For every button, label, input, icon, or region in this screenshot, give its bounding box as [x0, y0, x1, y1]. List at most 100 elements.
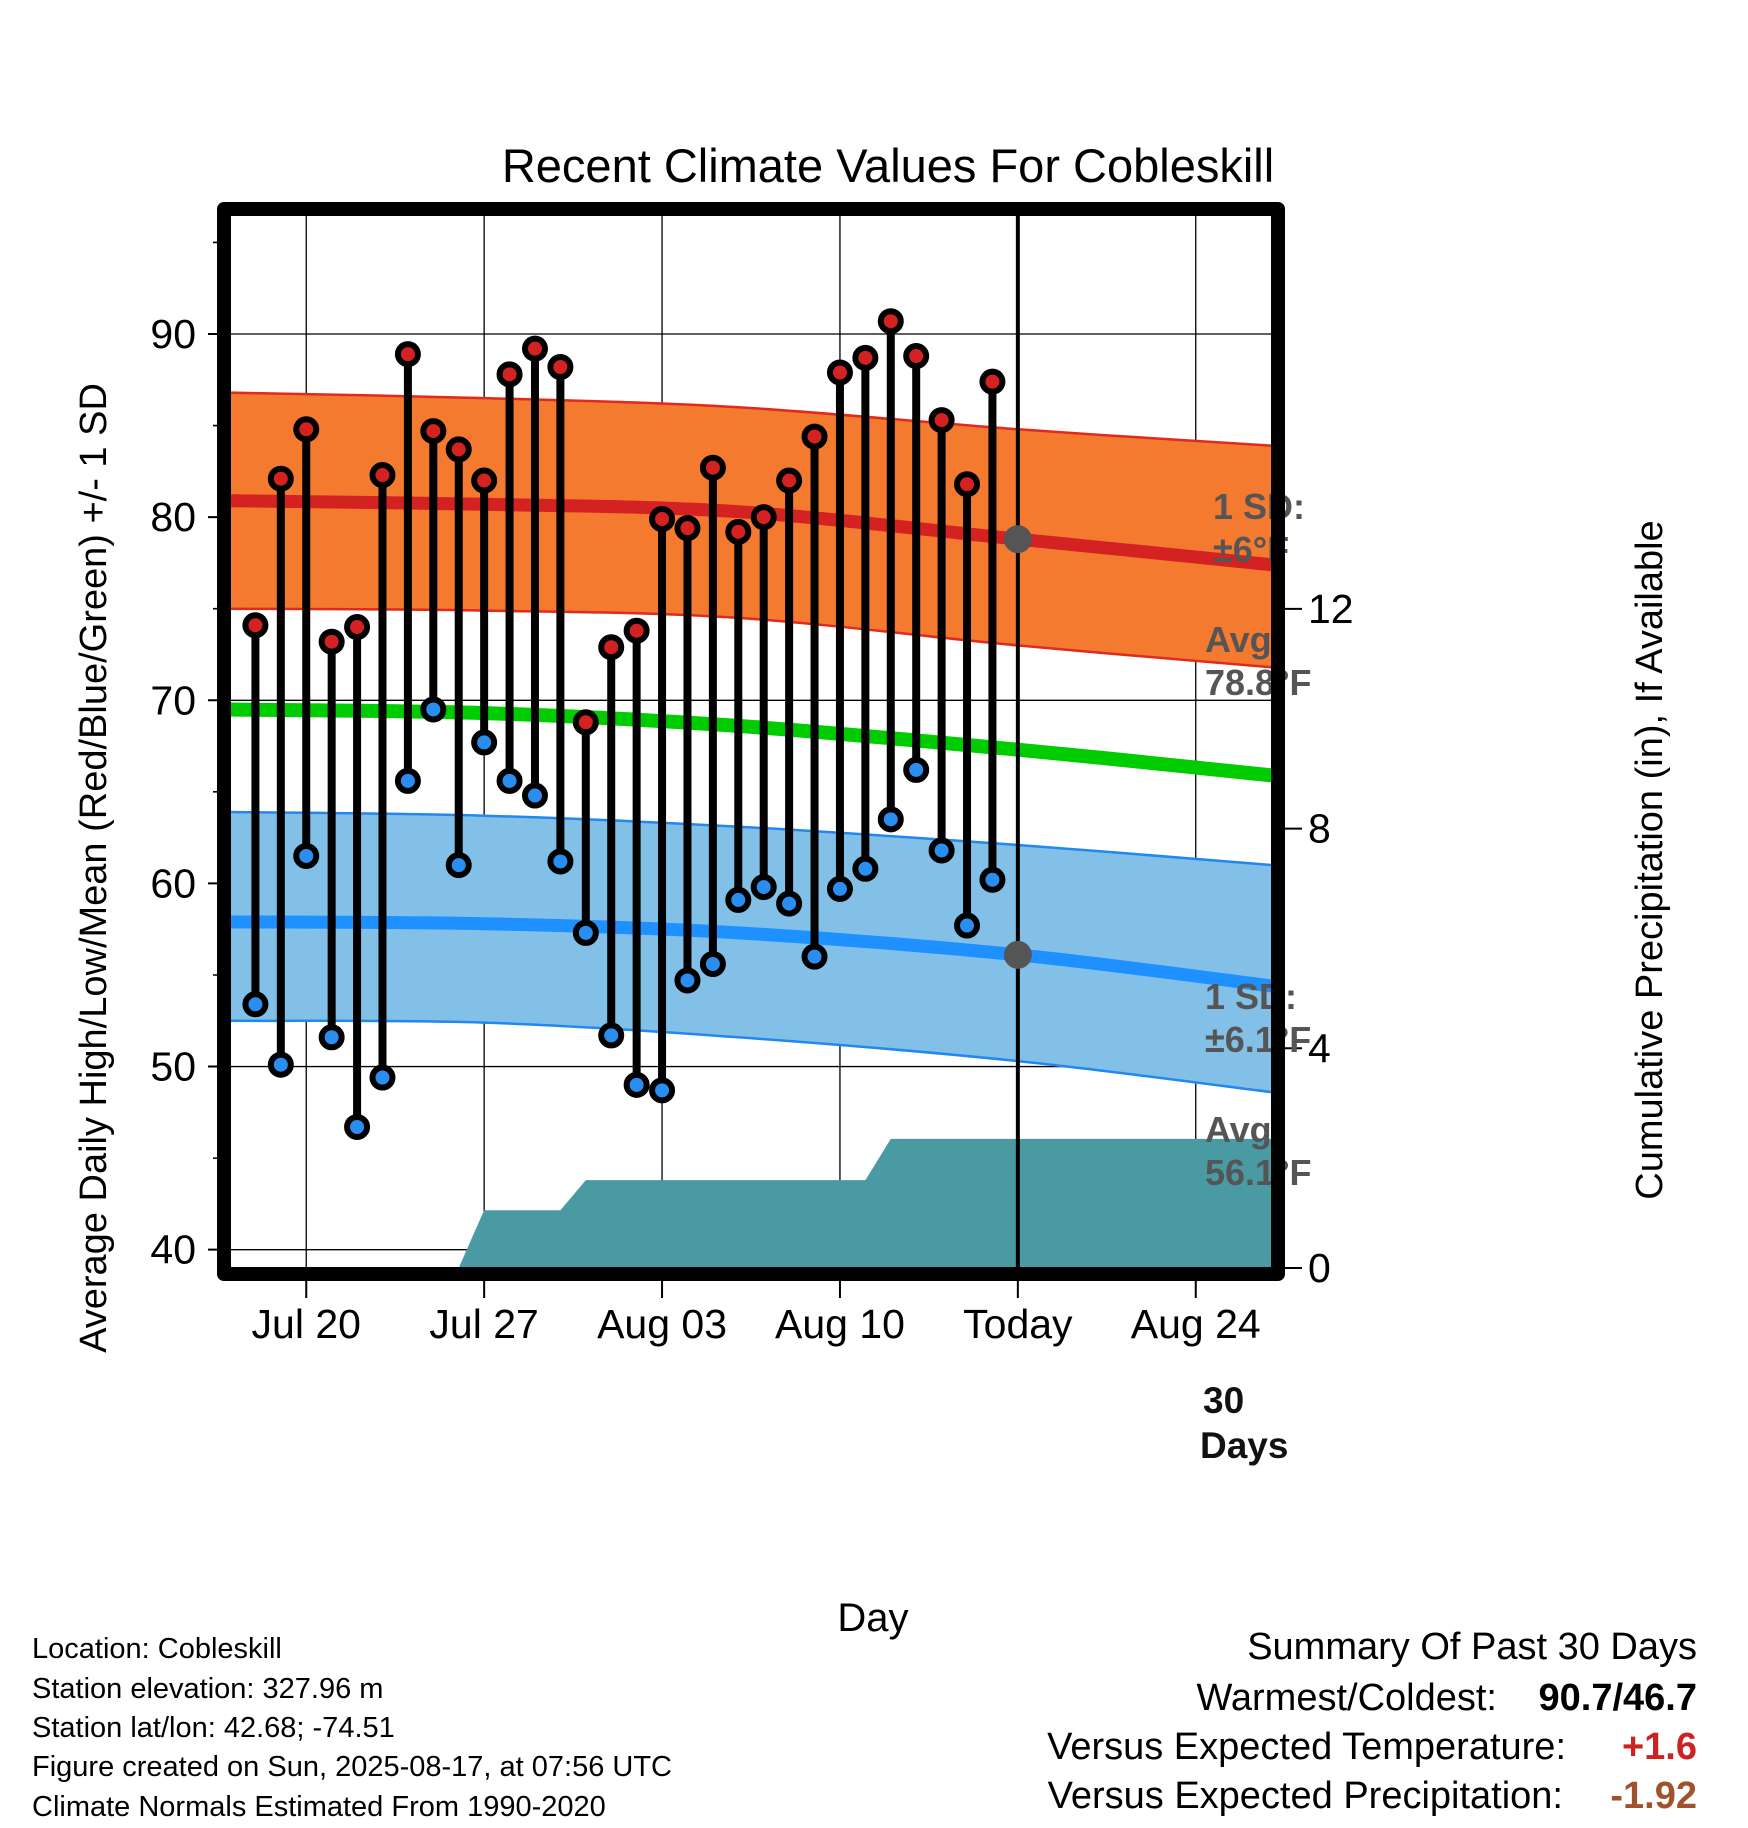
x-tick-label: Aug 03: [597, 1301, 727, 1347]
y-tick-label: 60: [150, 860, 196, 906]
low-temp-point: [979, 866, 1006, 893]
summary-panel: Summary Of Past 30 Days Warmest/Coldest:…: [1047, 1626, 1697, 1817]
info-created: Figure created on Sun, 2025-08-17, at 07…: [32, 1751, 672, 1783]
high-temp-point: [420, 418, 447, 445]
low-temp-point: [877, 806, 904, 833]
low-avg-value: 56.1°F: [1205, 1152, 1311, 1193]
x-tick-label: Jul 27: [429, 1301, 538, 1347]
low-temp-point: [572, 919, 599, 946]
precipitation-fill: [458, 1138, 1272, 1268]
plot-border: [217, 202, 1285, 1281]
precipitation-area: [458, 1138, 1272, 1268]
low-temp-point: [725, 886, 752, 913]
y-tick-label: 80: [150, 494, 196, 540]
station-info: Location: Cobleskill Station elevation: …: [32, 1633, 672, 1823]
y-tick-label: 40: [150, 1227, 196, 1273]
high-temp-point: [445, 436, 472, 463]
high-temp-point: [954, 471, 981, 498]
today-normal-high-marker: [1003, 525, 1032, 554]
y-tick-label: 50: [150, 1044, 196, 1090]
low-temp-point: [801, 943, 828, 970]
summary-heading: Summary Of Past 30 Days: [1247, 1626, 1697, 1668]
low-temp-point: [318, 1024, 345, 1051]
summary-warm-cold-label: Warmest/Coldest:: [1196, 1677, 1497, 1719]
y-tick-label: 70: [150, 677, 196, 723]
low-temp-point: [852, 855, 879, 882]
high-sd-label: 1 SD:: [1213, 486, 1305, 527]
high-temp-point: [725, 518, 752, 545]
low-sd-lower-line: [229, 1019, 1273, 1094]
high-temp-point: [318, 628, 345, 655]
summary-temp-label: Versus Expected Temperature:: [1047, 1726, 1566, 1768]
high-temp-point: [826, 359, 853, 386]
y-axis-label-right: Cumulative Precipitation (in), If Availa…: [1629, 520, 1671, 1199]
low-temp-point: [445, 852, 472, 879]
info-elevation: Station elevation: 327.96 m: [32, 1673, 383, 1705]
low-temp-point: [674, 967, 701, 994]
high-temp-point: [496, 361, 523, 388]
today-normal-low-marker: [1003, 940, 1032, 969]
high-temp-point: [598, 634, 625, 661]
chart-title: Recent Climate Values For Cobleskill: [502, 139, 1274, 192]
summary-precip-value: -1.92: [1610, 1775, 1697, 1817]
low-temp-point: [394, 767, 421, 794]
high-temp-point: [623, 617, 650, 644]
y2-tick-label: 0: [1308, 1245, 1331, 1291]
info-normals: Climate Normals Estimated From 1990-2020: [32, 1791, 606, 1823]
low-temp-point: [471, 729, 498, 756]
x-tick-label: Aug 10: [775, 1301, 905, 1347]
high-avg-label: Avg:: [1205, 619, 1284, 660]
high-temp-point: [547, 353, 574, 380]
low-temp-point: [954, 912, 981, 939]
high-sd-upper-line: [229, 391, 1273, 447]
high-temp-point: [776, 467, 803, 494]
x-tick-label: Aug 24: [1131, 1301, 1261, 1347]
days-word-label: Days: [1200, 1425, 1288, 1466]
high-temp-point: [699, 454, 726, 481]
summary-precip-label: Versus Expected Precipitation:: [1048, 1775, 1563, 1817]
high-temp-point: [852, 344, 879, 371]
low-temp-point: [699, 951, 726, 978]
high-temp-point: [344, 614, 371, 641]
low-temp-point: [776, 890, 803, 917]
low-temp-point: [750, 874, 777, 901]
low-temp-point: [420, 696, 447, 723]
observed-temperatures: [242, 308, 1006, 1140]
high-temp-point: [750, 504, 777, 531]
low-avg-label: Avg:: [1205, 1109, 1284, 1150]
low-temp-point: [547, 848, 574, 875]
y2-tick-label: 4: [1308, 1025, 1331, 1071]
low-temp-point: [826, 875, 853, 902]
normal-annotations: 1 SD: ±6°F Avg: 78.8°F 1 SD: ±6.1°F Avg:…: [1200, 486, 1311, 1466]
normal-low-line: [229, 915, 1273, 993]
high-temp-point: [267, 465, 294, 492]
high-temp-point: [649, 505, 676, 532]
low-temp-point: [369, 1064, 396, 1091]
high-temp-point: [471, 467, 498, 494]
x-tick-label: Jul 20: [252, 1301, 361, 1347]
days-count-label: 30: [1203, 1380, 1244, 1421]
summary-temp-value: +1.6: [1622, 1726, 1697, 1768]
high-temp-point: [572, 709, 599, 736]
y-axis-label-left: Average Daily High/Low/Mean (Red/Blue/Gr…: [73, 383, 115, 1353]
high-temp-point: [242, 612, 269, 639]
normal-high-line: [229, 494, 1273, 572]
high-temp-point: [877, 308, 904, 335]
high-avg-value: 78.8°F: [1205, 662, 1311, 703]
high-temp-point: [369, 462, 396, 489]
today-marker: [1003, 213, 1032, 1270]
high-temp-point: [801, 423, 828, 450]
low-temp-point: [242, 991, 269, 1018]
y2-tick-label: 12: [1308, 586, 1354, 632]
low-temp-point: [903, 756, 930, 783]
low-temp-point: [496, 767, 523, 794]
low-temp-point: [267, 1051, 294, 1078]
summary-warm-cold-value: 90.7/46.7: [1539, 1677, 1697, 1719]
low-temp-point: [928, 837, 955, 864]
x-tick-label: Today: [963, 1301, 1073, 1347]
info-location: Location: Cobleskill: [32, 1633, 282, 1665]
low-temp-point: [649, 1077, 676, 1104]
high-temp-point: [521, 335, 548, 362]
high-temp-point: [394, 341, 421, 368]
